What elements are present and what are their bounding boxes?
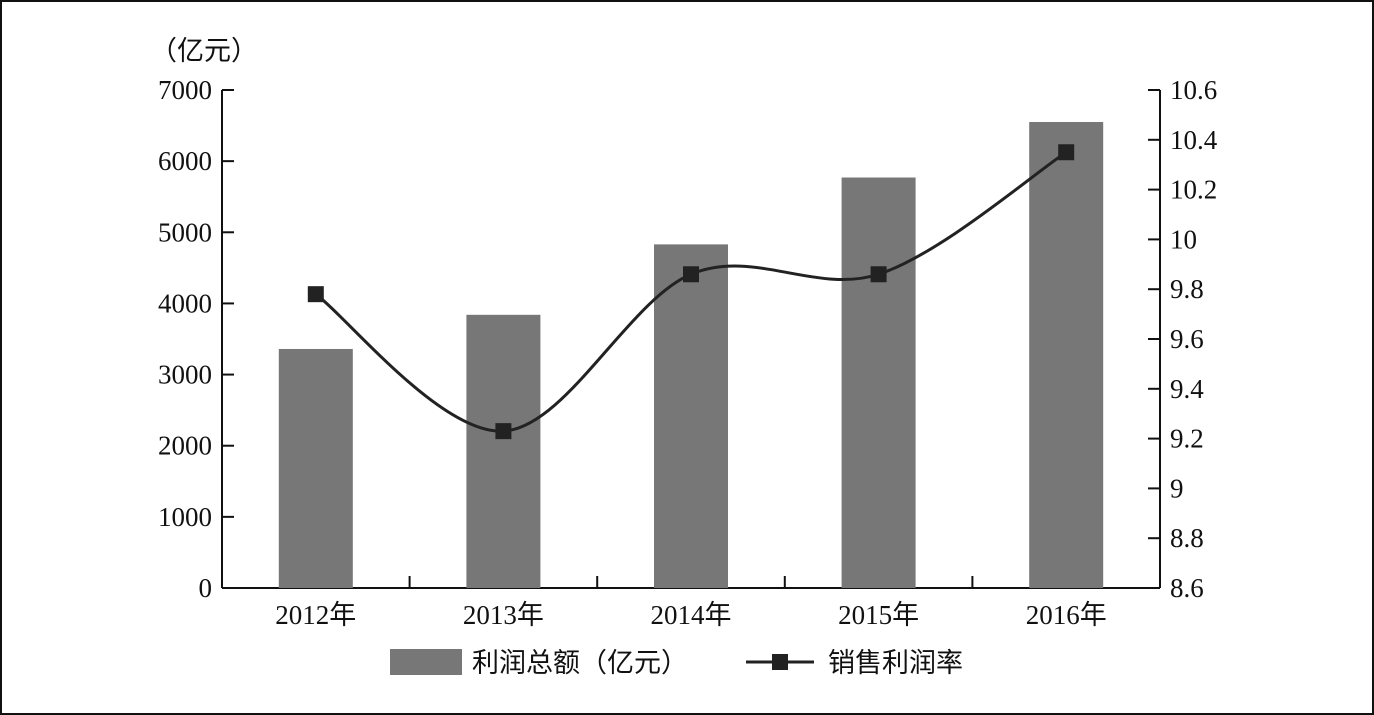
line-point: [307, 286, 324, 303]
left-tick-label: 2000: [158, 431, 212, 461]
left-tick-label: 0: [199, 573, 213, 603]
right-tick-label: 10.6: [1170, 75, 1217, 105]
y-axis-unit-label: （亿元）: [150, 36, 258, 67]
legend-bar-label: 利润总额（亿元）: [472, 648, 688, 679]
tick-labels: 0 1000 2000 3000 4000 5000 6000 7000 8.6 8.8 9 9.2 9…: [150, 36, 1218, 630]
right-tick-label: 9.6: [1170, 324, 1204, 354]
bar: [654, 244, 728, 588]
legend-line-label: 销售利润率: [828, 648, 963, 679]
left-tick-label: 5000: [158, 217, 212, 247]
line-series: [307, 144, 1075, 440]
left-tick-label: 6000: [158, 146, 212, 176]
right-tick-label: 8.8: [1170, 523, 1204, 553]
legend-line-marker: [772, 654, 788, 670]
x-tick-label: 2012年: [275, 600, 356, 630]
right-tick-label: 10.2: [1170, 175, 1217, 205]
left-tick-label: 3000: [158, 360, 212, 390]
right-tick-label: 10: [1170, 224, 1197, 254]
left-tick-label: 4000: [158, 288, 212, 318]
right-tick-label: 9: [1170, 473, 1184, 503]
right-tick-label: 9.8: [1170, 274, 1204, 304]
line-point: [1058, 144, 1075, 161]
line-point: [870, 266, 887, 283]
line-point: [683, 266, 699, 283]
bar: [841, 177, 916, 588]
bar: [1029, 122, 1104, 588]
right-tick-label: 9.4: [1170, 374, 1204, 404]
left-tick-label: 1000: [158, 502, 212, 532]
x-tick-label: 2014年: [651, 600, 732, 630]
legend-bar-swatch: [390, 649, 462, 675]
x-tick-label: 2016年: [1026, 600, 1107, 630]
right-tick-label: 9.2: [1170, 424, 1204, 454]
x-tick-label: 2013年: [463, 600, 544, 630]
right-tick-label: 10.4: [1170, 125, 1218, 155]
right-tick-label: 8.6: [1170, 573, 1204, 603]
bars: [278, 122, 1104, 588]
legend: 利润总额（亿元） 销售利润率: [390, 648, 963, 679]
x-tick-label: 2015年: [838, 600, 919, 630]
bar: [466, 314, 541, 588]
left-tick-label: 7000: [158, 75, 212, 105]
bar: [278, 348, 353, 588]
line-point: [495, 423, 512, 440]
